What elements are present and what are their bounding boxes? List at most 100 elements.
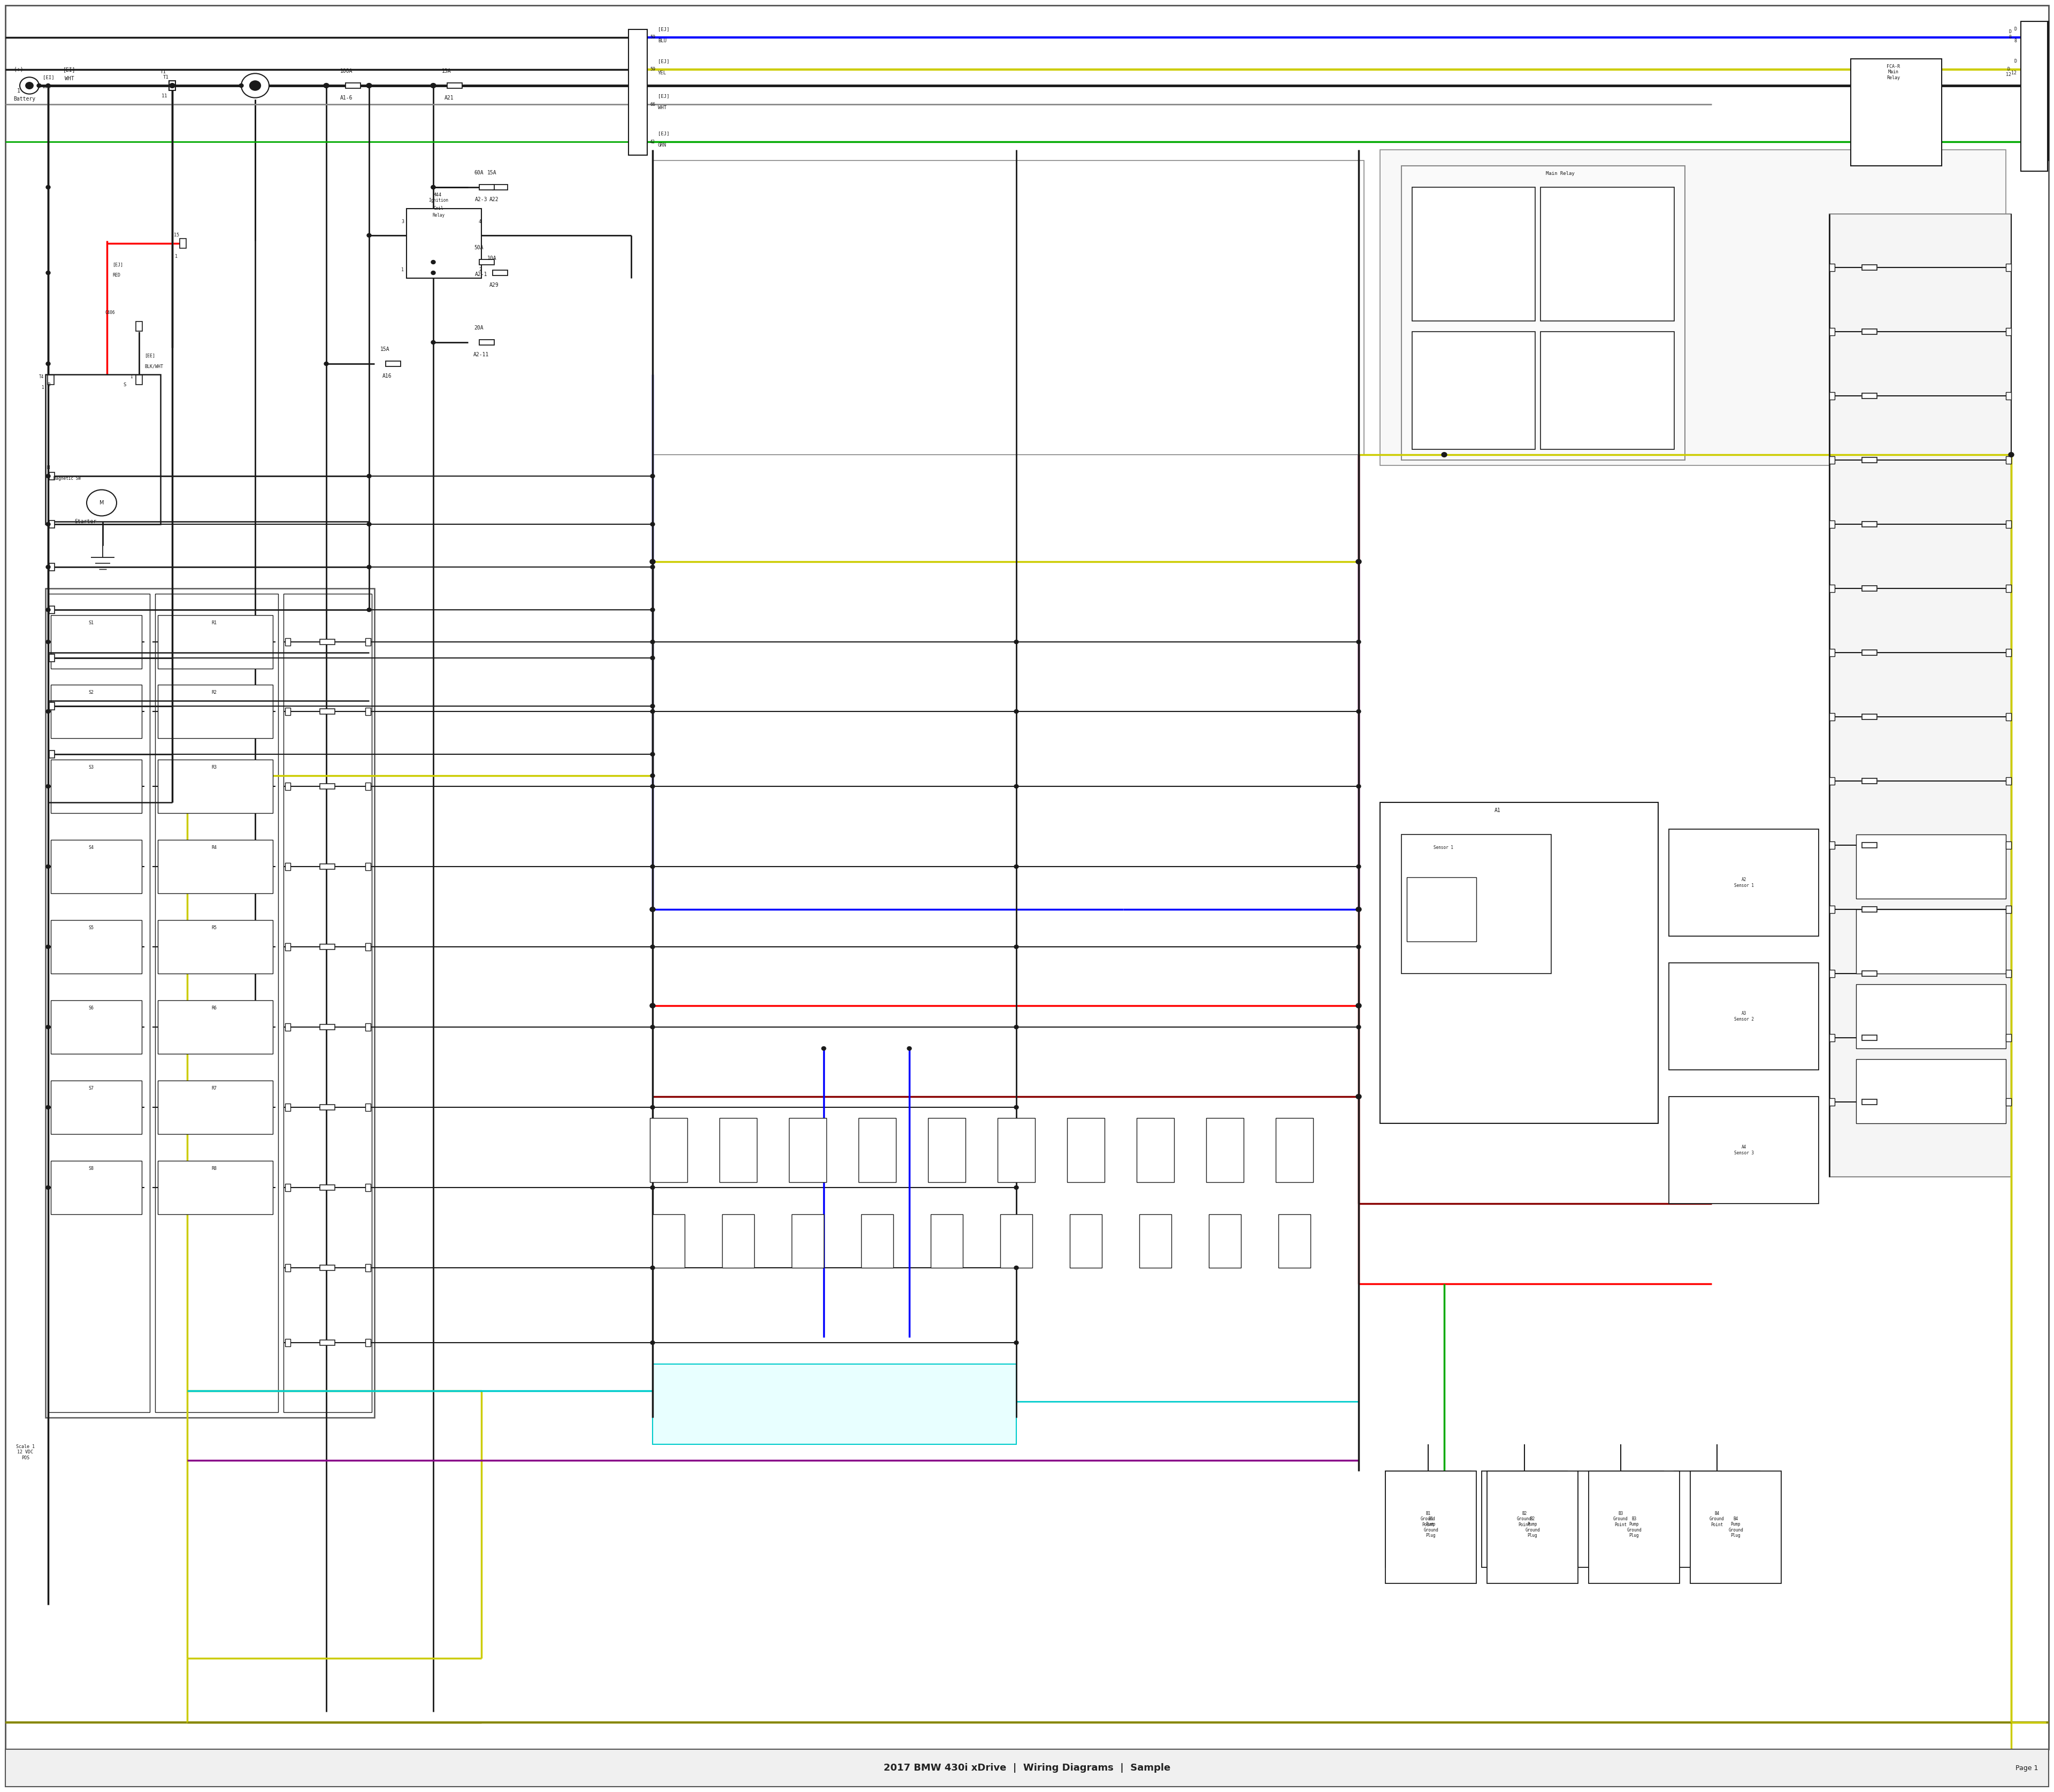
Circle shape xyxy=(21,77,39,93)
Text: S1: S1 xyxy=(88,620,94,625)
Bar xyxy=(158,1161,273,1215)
Bar xyxy=(1206,1118,1243,1183)
Bar xyxy=(366,638,370,645)
Circle shape xyxy=(45,271,49,274)
Bar xyxy=(51,919,142,973)
Text: 3: 3 xyxy=(401,219,405,224)
Circle shape xyxy=(1356,1004,1360,1007)
Bar xyxy=(1830,713,1834,720)
Text: A1-6: A1-6 xyxy=(341,95,353,100)
Circle shape xyxy=(651,753,655,756)
Circle shape xyxy=(1356,710,1360,713)
Bar xyxy=(1668,962,1818,1070)
Circle shape xyxy=(651,564,655,568)
Text: D: D xyxy=(2013,59,2017,65)
Bar xyxy=(49,520,55,529)
Circle shape xyxy=(45,185,49,190)
Text: T1: T1 xyxy=(160,70,166,73)
Text: 59: 59 xyxy=(649,36,655,39)
Text: B1
Ground
Point: B1 Ground Point xyxy=(1421,1511,1436,1527)
Text: WHT: WHT xyxy=(66,75,74,81)
Circle shape xyxy=(1356,866,1360,869)
Text: A4
Sensor 3: A4 Sensor 3 xyxy=(1734,1145,1754,1156)
Circle shape xyxy=(431,185,435,190)
Text: B2
Pump
Ground
Plug: B2 Pump Ground Plug xyxy=(1524,1516,1540,1538)
Bar xyxy=(49,751,55,758)
Bar xyxy=(366,1104,370,1111)
Circle shape xyxy=(1015,1025,1019,1029)
Bar xyxy=(1830,520,1834,529)
Bar xyxy=(286,1185,290,1192)
Text: A1: A1 xyxy=(1495,808,1501,814)
Bar xyxy=(1401,835,1551,973)
Circle shape xyxy=(1015,640,1019,643)
Text: 50A: 50A xyxy=(474,246,483,251)
Bar xyxy=(861,1215,893,1267)
Circle shape xyxy=(651,1025,655,1029)
Circle shape xyxy=(651,1340,655,1344)
Bar xyxy=(407,208,481,278)
Bar xyxy=(629,29,647,156)
Text: 66: 66 xyxy=(649,102,655,108)
Bar xyxy=(320,1265,335,1271)
Text: WHT: WHT xyxy=(43,84,51,90)
Circle shape xyxy=(651,1186,655,1190)
Bar xyxy=(1668,1097,1818,1204)
Text: 1: 1 xyxy=(401,267,405,272)
Text: S4: S4 xyxy=(88,846,94,849)
Circle shape xyxy=(1015,1186,1019,1190)
Circle shape xyxy=(1356,1095,1360,1098)
Bar xyxy=(320,1340,335,1346)
Bar xyxy=(286,943,290,950)
Bar xyxy=(51,1081,142,1134)
Text: A2-3: A2-3 xyxy=(474,197,487,202)
Bar xyxy=(2007,457,2011,464)
Bar xyxy=(791,1215,824,1267)
Bar xyxy=(1863,330,1877,335)
Bar xyxy=(286,1104,290,1111)
Bar xyxy=(859,1118,896,1183)
Circle shape xyxy=(366,82,372,88)
Circle shape xyxy=(368,521,372,527)
Bar xyxy=(345,82,362,88)
Bar xyxy=(1674,1471,1760,1568)
Text: R2: R2 xyxy=(212,690,216,695)
Text: M: M xyxy=(47,466,49,470)
Bar xyxy=(320,1185,335,1190)
Bar xyxy=(1863,1098,1877,1104)
Circle shape xyxy=(649,907,655,912)
Circle shape xyxy=(368,607,372,611)
Text: [EJ]: [EJ] xyxy=(657,131,670,136)
Bar xyxy=(1830,905,1834,914)
Bar xyxy=(1830,213,2011,1177)
Bar xyxy=(1830,328,1834,335)
Circle shape xyxy=(651,1265,655,1271)
Text: M: M xyxy=(99,500,105,505)
Bar xyxy=(998,1118,1035,1183)
Circle shape xyxy=(431,340,435,344)
Circle shape xyxy=(325,362,329,366)
Circle shape xyxy=(651,704,655,708)
Circle shape xyxy=(368,475,372,478)
Bar xyxy=(156,593,277,1412)
Bar xyxy=(2007,520,2011,529)
Text: Magnetic SW: Magnetic SW xyxy=(53,477,80,480)
Bar xyxy=(386,360,401,366)
Circle shape xyxy=(368,564,372,568)
Circle shape xyxy=(45,866,49,869)
Text: FCA-R
Main
Relay: FCA-R Main Relay xyxy=(1888,65,1900,81)
Circle shape xyxy=(649,1004,655,1007)
Text: 1: 1 xyxy=(129,375,134,380)
Bar xyxy=(158,1000,273,1054)
Bar xyxy=(1863,586,1877,591)
Bar xyxy=(1830,457,1834,464)
Bar xyxy=(1588,1471,1680,1584)
Text: Ignition: Ignition xyxy=(429,197,448,202)
Text: B4
Ground
Point: B4 Ground Point xyxy=(1709,1511,1725,1527)
Circle shape xyxy=(37,84,41,88)
Text: M44: M44 xyxy=(433,192,442,197)
Bar xyxy=(366,708,370,715)
Text: GRN: GRN xyxy=(657,143,668,147)
Bar xyxy=(366,1339,370,1346)
Bar xyxy=(286,1023,290,1030)
